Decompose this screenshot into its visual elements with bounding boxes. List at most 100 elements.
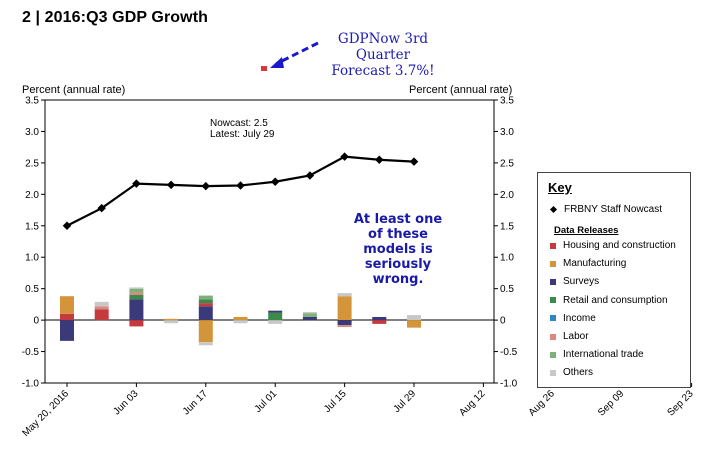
y-tick-label: -1.0 bbox=[500, 379, 518, 390]
y-tick-label: 1.5 bbox=[500, 221, 514, 232]
y-tick-label: 3.0 bbox=[25, 127, 39, 138]
models-annotation-line: seriously bbox=[364, 257, 432, 272]
diamond-icon bbox=[549, 205, 558, 214]
y-tick-label: 1.0 bbox=[25, 253, 39, 264]
bar-segment bbox=[60, 296, 74, 314]
bar-segment bbox=[198, 342, 213, 346]
bar-segment bbox=[268, 312, 283, 321]
legend-item-label: Housing and construction bbox=[563, 240, 676, 251]
y-tick-label: 0.5 bbox=[25, 284, 39, 295]
nowcast-label-line1: Nowcast: 2.5 bbox=[210, 118, 268, 129]
y-axis-left: 3.5 3.0 2.5 2.0 1.5 1.0 0.5 0 -0.5 -1.0 bbox=[22, 96, 45, 390]
legend-item-label: Retail and consumption bbox=[563, 294, 668, 306]
legend-item-label: FRBNY Staff Nowcast bbox=[564, 204, 662, 215]
y-axis-right: 3.5 3.0 2.5 2.0 1.5 1.0 0.5 0 -0.5 -1.0 bbox=[494, 96, 518, 390]
bar-segment bbox=[60, 313, 74, 321]
legend-item: Income bbox=[550, 313, 596, 324]
models-annotation-line: At least one bbox=[353, 212, 443, 227]
gdpnow-arrow bbox=[270, 41, 319, 68]
legend-item: Manufacturing bbox=[550, 258, 626, 269]
legend-item: International trade bbox=[550, 349, 644, 360]
x-tick-label: May 20, 2016 bbox=[20, 388, 71, 439]
legend-swatch bbox=[550, 242, 556, 249]
gdpnow-arrow-shaft bbox=[275, 41, 319, 66]
bar-segment bbox=[198, 320, 213, 343]
bar-segment bbox=[372, 320, 387, 324]
nowcast-point bbox=[409, 157, 419, 166]
nowcast-point bbox=[62, 221, 72, 231]
bar-series bbox=[60, 287, 421, 346]
bar-segment bbox=[164, 318, 179, 321]
x-tick-label: Jun 17 bbox=[181, 388, 210, 417]
bar-segment bbox=[407, 320, 421, 328]
nowcast-point bbox=[236, 181, 245, 190]
legend-item: Labor bbox=[550, 331, 589, 342]
y-axis-title-left: Percent (annual rate) bbox=[22, 84, 126, 96]
gdpnow-marker bbox=[261, 66, 267, 71]
legend-item: Surveys bbox=[550, 276, 599, 287]
bar-segment bbox=[129, 320, 144, 327]
nowcast-point bbox=[132, 179, 141, 188]
nowcast-point bbox=[305, 171, 315, 180]
y-axis-title-right: Percent (annual rate) bbox=[409, 84, 513, 96]
legend-item-label: Others bbox=[563, 367, 594, 379]
bar-segment bbox=[129, 294, 144, 300]
x-tick-label: Sep 09 bbox=[596, 388, 626, 418]
y-tick-label: -0.5 bbox=[22, 347, 40, 358]
nowcast-point bbox=[375, 155, 384, 164]
bar-segment bbox=[164, 320, 179, 324]
legend-swatch bbox=[550, 278, 556, 285]
nowcast-point bbox=[97, 203, 106, 213]
legend-swatch bbox=[550, 369, 556, 376]
bar-segment bbox=[198, 306, 213, 321]
bar-segment bbox=[94, 301, 109, 307]
x-tick-label: Jul 29 bbox=[391, 388, 418, 415]
legend-item: Retail and consumption bbox=[550, 295, 668, 306]
y-tick-label: 1.5 bbox=[25, 221, 39, 232]
bar-segment bbox=[233, 316, 248, 321]
y-tick-label: 2.5 bbox=[25, 158, 39, 169]
nowcast-point bbox=[166, 180, 176, 190]
legend-key-title: Key bbox=[548, 180, 572, 195]
models-annotation-line: models is bbox=[363, 242, 433, 257]
bar-segment bbox=[302, 311, 317, 314]
y-tick-label: -0.5 bbox=[500, 347, 518, 358]
models-annotation: At least one of these models is seriousl… bbox=[352, 212, 444, 287]
bar-segment bbox=[129, 299, 144, 321]
y-tick-label: 2.0 bbox=[25, 190, 39, 201]
legend-swatch bbox=[550, 351, 556, 358]
y-tick-label: 3.5 bbox=[25, 96, 39, 107]
bar-segment bbox=[198, 303, 213, 307]
bar-segment bbox=[337, 325, 352, 328]
x-tick-label: Jul 15 bbox=[322, 388, 349, 415]
bar-segment bbox=[198, 299, 213, 304]
legend-swatch bbox=[550, 333, 556, 340]
y-tick-label: 0 bbox=[500, 316, 506, 327]
bar-segment bbox=[407, 315, 421, 321]
x-tick-label: Aug 12 bbox=[457, 388, 487, 418]
bar-segment bbox=[372, 316, 387, 321]
y-tick-label: 3.0 bbox=[500, 127, 514, 138]
bar-segment bbox=[337, 293, 352, 297]
nowcast-point bbox=[270, 177, 280, 186]
bar-segment bbox=[129, 287, 144, 289]
x-tick-label: Sep 23 bbox=[666, 388, 696, 418]
y-tick-label: 3.5 bbox=[500, 96, 514, 107]
x-tick-label: Jul 01 bbox=[253, 388, 280, 415]
y-tick-label: 0.5 bbox=[500, 284, 514, 295]
gdpnow-annotation-line: Quarter bbox=[355, 47, 411, 63]
legend-item-label: International trade bbox=[563, 349, 644, 361]
legend-item-label: Income bbox=[563, 312, 596, 324]
bar-segment bbox=[337, 296, 352, 321]
bar-segment bbox=[268, 310, 283, 313]
y-tick-label: 2.0 bbox=[500, 190, 514, 201]
bar-segment bbox=[60, 320, 74, 341]
legend-item-label: Labor bbox=[563, 331, 589, 342]
legend-item: Housing and construction bbox=[550, 240, 676, 251]
bar-segment bbox=[129, 292, 144, 295]
y-tick-label: 2.5 bbox=[500, 158, 514, 169]
gdpnow-annotation-line: Forecast 3.7%! bbox=[331, 63, 435, 79]
nowcast-point bbox=[201, 181, 211, 191]
legend-item-nowcast: FRBNY Staff Nowcast bbox=[549, 204, 662, 215]
gdpnow-annotation: GDPNow 3rd Quarter Forecast 3.7%! bbox=[318, 31, 448, 79]
